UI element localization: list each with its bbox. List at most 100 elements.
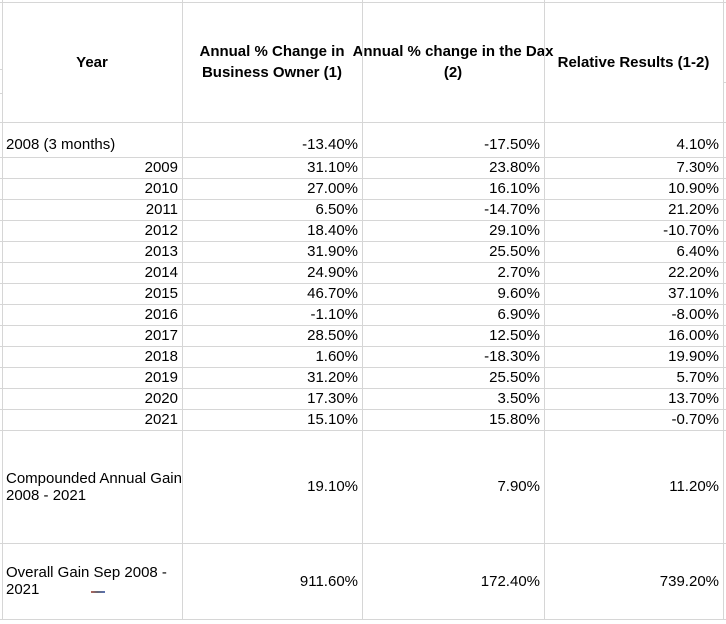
cell-dax-2008[interactable]: -17.50% (484, 136, 540, 153)
cell-label-overall-gain[interactable]: Overall Gain Sep 2008 - 2021 (6, 564, 167, 598)
gridline-row-compounded (0, 543, 726, 544)
cell-owner-2013[interactable]: 31.90% (307, 243, 358, 260)
cell-relative-2015[interactable]: 37.10% (668, 285, 719, 302)
cell-relative-2021[interactable]: -0.70% (671, 411, 719, 428)
cell-year-2018[interactable]: 2018 (144, 348, 178, 365)
header-business-owner-line2: Business Owner (1) (201, 64, 343, 81)
cell-year-2017[interactable]: 2017 (144, 327, 178, 344)
cell-relative-overall-gain[interactable]: 739.20% (659, 572, 719, 590)
cell-relative-2010[interactable]: 10.90% (668, 180, 719, 197)
header-relative-results[interactable]: Relative Results (1-2) (544, 2, 723, 122)
cell-relative-2008[interactable]: 4.10% (676, 136, 719, 153)
cell-dax-2009[interactable]: 23.80% (489, 159, 540, 176)
cell-dax-2018[interactable]: -18.30% (484, 348, 540, 365)
gridline-row-2012 (0, 241, 726, 242)
gridline-stub-left-2 (0, 93, 2, 94)
cell-year-2014[interactable]: 2014 (144, 264, 178, 281)
gridline-row-2015 (0, 304, 726, 305)
header-business-owner-line1: Annual % Change in (199, 43, 345, 60)
cell-relative-2018[interactable]: 19.90% (668, 348, 719, 365)
cell-relative-2009[interactable]: 7.30% (676, 159, 719, 176)
cell-year-2010[interactable]: 2010 (144, 180, 178, 197)
screen-artifact (91, 591, 105, 593)
cell-year-2020[interactable]: 2020 (144, 390, 178, 407)
cell-owner-2018[interactable]: 1.60% (315, 348, 358, 365)
cell-dax-compounded-gain[interactable]: 7.90% (497, 478, 540, 495)
cell-dax-2011[interactable]: -14.70% (484, 201, 540, 218)
cell-owner-compounded-gain[interactable]: 19.10% (307, 478, 358, 495)
cell-dax-2016[interactable]: 6.90% (497, 306, 540, 323)
cell-year-2013[interactable]: 2013 (144, 243, 178, 260)
cell-dax-2012[interactable]: 29.10% (489, 222, 540, 239)
cell-owner-2008[interactable]: -13.40% (302, 136, 358, 153)
header-year[interactable]: Year (2, 2, 182, 122)
gridline-row-2017 (0, 346, 726, 347)
cell-year-2019[interactable]: 2019 (144, 369, 178, 386)
cell-year-2012[interactable]: 2012 (144, 222, 178, 239)
cell-dax-2019[interactable]: 25.50% (489, 369, 540, 386)
cell-owner-2017[interactable]: 28.50% (307, 327, 358, 344)
cell-relative-2016[interactable]: -8.00% (671, 306, 719, 323)
gridline-vertical-left (2, 0, 3, 619)
cell-owner-2016[interactable]: -1.10% (310, 306, 358, 323)
cell-year-2016[interactable]: 2016 (144, 306, 178, 323)
cell-dax-2013[interactable]: 25.50% (489, 243, 540, 260)
cell-relative-2019[interactable]: 5.70% (676, 369, 719, 386)
gridline-row-2013 (0, 262, 726, 263)
cell-dax-2017[interactable]: 12.50% (489, 327, 540, 344)
gridline-row-2010 (0, 199, 726, 200)
cell-dax-2015[interactable]: 9.60% (497, 285, 540, 302)
header-relative-results-label: Relative Results (1-2) (557, 53, 710, 71)
cell-dax-2010[interactable]: 16.10% (489, 180, 540, 197)
gridline-row-2021 (0, 430, 726, 431)
gridline-stub-left-1 (0, 69, 2, 70)
gridline-row-overall (0, 619, 726, 620)
gridline-row-2014 (0, 283, 726, 284)
gridline-stub-right-1 (723, 82, 726, 83)
cell-owner-overall-gain[interactable]: 911.60% (299, 572, 358, 590)
cell-owner-2019[interactable]: 31.20% (307, 369, 358, 386)
cell-owner-2015[interactable]: 46.70% (307, 285, 358, 302)
cell-dax-2021[interactable]: 15.80% (489, 411, 540, 428)
cell-owner-2009[interactable]: 31.10% (307, 159, 358, 176)
header-dax[interactable]: Annual % change in the Dax (2) (353, 2, 554, 122)
cell-relative-2014[interactable]: 22.20% (668, 264, 719, 281)
gridline-vertical-right (723, 0, 724, 619)
cell-year-2011[interactable]: 2011 (145, 201, 178, 218)
gridline-row-2016 (0, 325, 726, 326)
header-dax-line1: Annual % change in the Dax (352, 43, 554, 60)
cell-owner-2010[interactable]: 27.00% (307, 180, 358, 197)
cell-year-2008[interactable]: 2008 (3 months) (6, 136, 116, 153)
gridline-top (0, 2, 726, 3)
cell-dax-2020[interactable]: 3.50% (497, 390, 540, 407)
cell-year-2009[interactable]: 2009 (144, 159, 178, 176)
cell-relative-2017[interactable]: 16.00% (668, 327, 719, 344)
gridline-row-2008 (0, 157, 726, 158)
header-year-label: Year (76, 53, 108, 71)
gridline-row-2018 (0, 367, 726, 368)
header-dax-line2: (2) (443, 64, 463, 81)
cell-dax-2014[interactable]: 2.70% (497, 264, 540, 281)
gridline-vertical-col2 (362, 0, 363, 619)
cell-owner-2014[interactable]: 24.90% (307, 264, 358, 281)
cell-year-2021[interactable]: 2021 (144, 411, 178, 428)
cell-relative-2011[interactable]: 21.20% (668, 201, 719, 218)
cell-owner-2011[interactable]: 6.50% (315, 201, 358, 218)
cell-year-2015[interactable]: 2015 (144, 285, 178, 302)
cell-owner-2021[interactable]: 15.10% (307, 411, 358, 428)
cell-relative-2013[interactable]: 6.40% (676, 243, 719, 260)
gridline-row-2020 (0, 409, 726, 410)
cell-relative-compounded-gain[interactable]: 11.20% (669, 478, 719, 495)
cell-relative-2012[interactable]: -10.70% (663, 222, 719, 239)
cell-relative-2020[interactable]: 13.70% (668, 390, 719, 407)
gridline-row-2009 (0, 178, 726, 179)
gridline-vertical-col1 (182, 0, 183, 619)
header-business-owner[interactable]: Annual % Change in Business Owner (1) (182, 2, 362, 122)
gridline-header-bottom (0, 122, 726, 123)
cell-owner-2020[interactable]: 17.30% (307, 390, 358, 407)
cell-owner-2012[interactable]: 18.40% (307, 222, 358, 239)
cell-label-compounded-gain[interactable]: Compounded Annual Gain 2008 - 2021 (6, 469, 182, 504)
cell-dax-overall-gain[interactable]: 172.40% (480, 572, 540, 590)
